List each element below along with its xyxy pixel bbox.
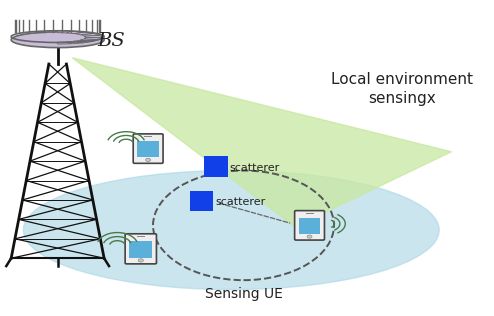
Polygon shape [80,39,100,41]
Bar [299,218,320,234]
Text: Local environment
sensingx: Local environment sensingx [331,72,473,106]
Polygon shape [66,31,83,33]
Polygon shape [74,40,93,43]
Bar [205,156,228,177]
Polygon shape [84,35,102,37]
Polygon shape [58,42,71,44]
Bar [137,141,159,157]
Bar [129,241,152,258]
Circle shape [138,259,143,262]
Text: scatterer: scatterer [215,198,266,208]
Ellipse shape [11,32,104,48]
Text: Sensing UE: Sensing UE [205,287,283,301]
Polygon shape [84,37,102,40]
Polygon shape [58,31,71,33]
FancyBboxPatch shape [125,234,157,264]
Polygon shape [66,41,83,44]
Circle shape [146,158,151,161]
Text: BS: BS [98,32,125,50]
Polygon shape [72,58,452,227]
FancyBboxPatch shape [133,134,163,163]
Bar [305,213,314,214]
Bar [190,191,213,211]
Bar [136,236,145,237]
FancyBboxPatch shape [294,211,325,240]
Circle shape [307,235,312,238]
Text: scatterer: scatterer [230,163,280,173]
Polygon shape [80,33,100,36]
Ellipse shape [23,171,439,289]
Bar [144,136,152,137]
Polygon shape [74,32,93,35]
